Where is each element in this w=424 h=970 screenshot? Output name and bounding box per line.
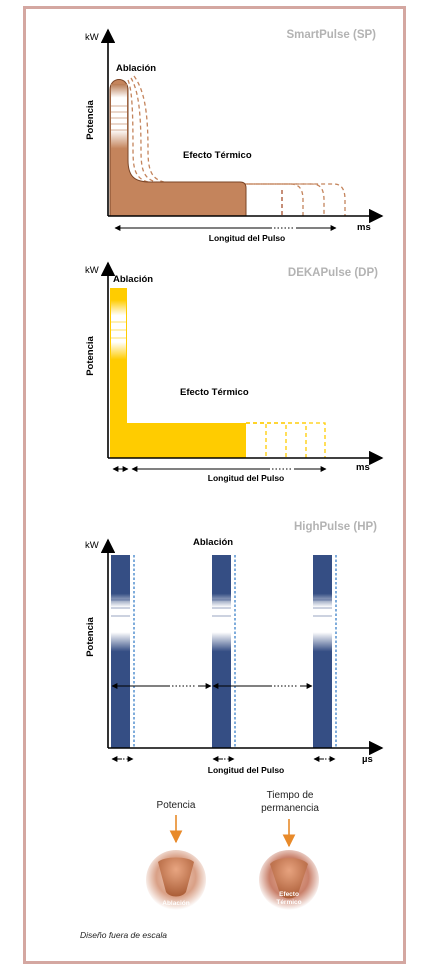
- dekapulse-ablation-label: Ablación: [113, 274, 153, 285]
- highpulse-bar-3: [313, 555, 337, 748]
- dekapulse-length-label: Longitud del Pulso: [208, 473, 285, 483]
- smartpulse-panel: SmartPulse (SP) kW Potencia Ablación Efe…: [85, 28, 384, 243]
- dekapulse-sweeps: [246, 422, 326, 458]
- dekapulse-panel: DEKAPulse (DP) kW Potencia Ablación Efec…: [85, 261, 384, 483]
- highpulse-bar-2: [212, 555, 236, 748]
- legend-dwell-label-line2: permanencia: [261, 803, 319, 814]
- smartpulse-peak-lines: [111, 105, 127, 131]
- dekapulse-thermal-label: Efecto Térmico: [180, 387, 249, 398]
- smartpulse-title: SmartPulse (SP): [287, 29, 377, 41]
- dekapulse-x-unit: ms: [356, 462, 370, 473]
- smartpulse-sweep-2: [130, 77, 325, 216]
- smartpulse-peak-gradient: [111, 84, 127, 160]
- dekapulse-y-axis-label: Potencia: [85, 335, 96, 375]
- dekapulse-title: DEKAPulse (DP): [288, 267, 378, 279]
- smartpulse-y-unit: kW: [85, 32, 99, 43]
- smartpulse-length-label: Longitud del Pulso: [209, 233, 286, 243]
- highpulse-y-unit: kW: [85, 540, 99, 551]
- highpulse-length-label: Longitud del Pulso: [208, 765, 285, 775]
- dekapulse-peak-lines: [111, 321, 126, 339]
- legend-power-label: Potencia: [157, 800, 196, 811]
- highpulse-bar-1: [111, 555, 135, 748]
- highpulse-ablation-label: Ablación: [193, 537, 233, 548]
- dekapulse-y-unit: kW: [85, 265, 99, 276]
- legend: Potencia Tiempo de permanencia Ablación …: [146, 790, 319, 910]
- dekapulse-peak-gradient: [111, 300, 126, 370]
- smartpulse-x-unit: ms: [357, 222, 371, 233]
- thermal-circle-label-line1: Efecto: [279, 891, 299, 898]
- highpulse-x-unit: µs: [362, 754, 373, 765]
- thermal-tissue-circle: Efecto Térmico: [259, 850, 319, 910]
- ablation-tissue-circle: Ablación: [146, 850, 206, 910]
- highpulse-panel: HighPulse (HP) kW Potencia Ablación: [85, 521, 384, 775]
- smartpulse-thermal-label: Efecto Térmico: [183, 150, 252, 161]
- highpulse-title: HighPulse (HP): [294, 521, 377, 533]
- smartpulse-sweep-3: [133, 75, 346, 216]
- diagram-frame: [23, 6, 406, 964]
- ablation-circle-label: Ablación: [162, 900, 189, 907]
- highpulse-y-axis-label: Potencia: [85, 616, 96, 656]
- footnote: Diseño fuera de escala: [80, 930, 167, 940]
- smartpulse-profile: [109, 79, 247, 217]
- smartpulse-ablation-label: Ablación: [116, 63, 156, 74]
- smartpulse-sweep-1: [127, 79, 304, 216]
- legend-dwell-label-line1: Tiempo de: [267, 790, 314, 801]
- smartpulse-y-axis-label: Potencia: [85, 99, 96, 139]
- dekapulse-profile: [110, 288, 246, 458]
- thermal-circle-label-line2: Térmico: [276, 899, 301, 906]
